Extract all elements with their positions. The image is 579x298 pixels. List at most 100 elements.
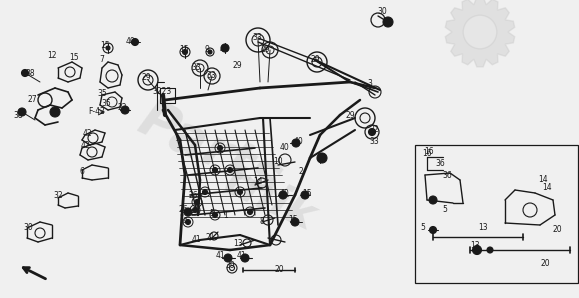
Text: 3223: 3223 — [152, 86, 171, 95]
Circle shape — [241, 254, 249, 262]
Text: 26: 26 — [178, 206, 188, 215]
Text: 1: 1 — [223, 210, 228, 220]
Text: 5: 5 — [210, 209, 214, 218]
Circle shape — [237, 190, 243, 195]
Text: 33: 33 — [191, 63, 201, 72]
Text: 15: 15 — [100, 41, 110, 49]
Circle shape — [131, 38, 138, 46]
Circle shape — [208, 50, 212, 54]
Text: 19: 19 — [315, 153, 325, 162]
Text: 33: 33 — [252, 32, 262, 41]
Text: 13: 13 — [478, 224, 488, 232]
Text: 10: 10 — [273, 158, 283, 167]
Text: 30: 30 — [377, 7, 387, 16]
Circle shape — [224, 254, 232, 262]
Text: 41: 41 — [236, 251, 246, 260]
Text: 40: 40 — [125, 38, 135, 46]
Circle shape — [221, 44, 229, 52]
Text: 20: 20 — [274, 265, 284, 274]
Text: 3: 3 — [368, 80, 372, 89]
Text: 42: 42 — [80, 142, 90, 150]
Circle shape — [317, 153, 327, 163]
Circle shape — [21, 69, 28, 77]
Text: 14: 14 — [538, 176, 548, 184]
Text: 32: 32 — [53, 192, 63, 201]
Circle shape — [429, 196, 437, 204]
Circle shape — [368, 128, 376, 136]
Text: 27: 27 — [27, 95, 37, 105]
Text: 40: 40 — [280, 189, 290, 198]
Text: 40: 40 — [219, 46, 229, 55]
Text: 29: 29 — [310, 55, 320, 64]
Circle shape — [301, 191, 309, 199]
Text: tnik: tnik — [215, 159, 322, 239]
Circle shape — [185, 220, 190, 224]
Text: 5: 5 — [442, 206, 448, 215]
Text: 40: 40 — [280, 144, 290, 153]
Text: 33: 33 — [369, 136, 379, 145]
Circle shape — [247, 209, 252, 215]
Text: 9: 9 — [204, 46, 210, 55]
Text: 29: 29 — [232, 60, 242, 69]
Circle shape — [291, 218, 299, 226]
Text: 15: 15 — [302, 189, 312, 198]
Circle shape — [121, 106, 129, 114]
Text: Parts: Parts — [130, 94, 291, 206]
Text: 14: 14 — [253, 176, 263, 185]
Text: 13: 13 — [470, 240, 480, 249]
Circle shape — [218, 145, 222, 150]
Text: 40: 40 — [293, 136, 303, 145]
Circle shape — [487, 247, 493, 253]
Text: 41: 41 — [215, 251, 225, 260]
Text: 38: 38 — [13, 111, 23, 119]
Text: F-42: F-42 — [89, 108, 105, 117]
Bar — [415, 145, 578, 283]
Circle shape — [279, 191, 287, 199]
Circle shape — [472, 246, 482, 254]
Text: 20: 20 — [540, 258, 550, 268]
Circle shape — [184, 208, 192, 216]
Text: 26: 26 — [188, 190, 198, 199]
Text: 5: 5 — [420, 223, 426, 232]
Circle shape — [228, 167, 233, 173]
Circle shape — [182, 49, 188, 55]
Text: 29: 29 — [345, 111, 355, 119]
Text: 22: 22 — [118, 103, 127, 113]
Text: 32: 32 — [369, 125, 379, 134]
Text: 36: 36 — [442, 170, 452, 179]
Text: 35: 35 — [101, 100, 111, 108]
Text: 36: 36 — [435, 159, 445, 167]
Circle shape — [430, 226, 437, 234]
Text: 15: 15 — [69, 52, 79, 61]
Text: 4: 4 — [182, 218, 188, 226]
Circle shape — [292, 139, 300, 147]
Text: 14: 14 — [542, 182, 552, 192]
Text: 20: 20 — [552, 226, 562, 235]
Circle shape — [203, 190, 207, 195]
Text: 41: 41 — [191, 235, 201, 244]
Polygon shape — [445, 0, 515, 67]
Circle shape — [195, 199, 200, 204]
Text: 15: 15 — [179, 46, 189, 55]
Text: 8: 8 — [259, 217, 265, 226]
Text: 30: 30 — [23, 224, 33, 232]
Circle shape — [50, 107, 60, 117]
Text: 6: 6 — [79, 167, 85, 176]
Text: 16: 16 — [424, 148, 434, 156]
Text: 21: 21 — [205, 232, 215, 241]
Text: 39: 39 — [225, 262, 235, 271]
Circle shape — [212, 167, 218, 173]
Text: 2: 2 — [299, 167, 303, 176]
Text: 7: 7 — [100, 55, 104, 64]
Circle shape — [212, 212, 218, 218]
Circle shape — [192, 207, 197, 212]
Text: 33: 33 — [206, 72, 216, 80]
Circle shape — [106, 46, 110, 50]
Text: 35: 35 — [97, 89, 107, 97]
Text: 15: 15 — [288, 215, 298, 224]
Text: 13: 13 — [233, 238, 243, 248]
Circle shape — [18, 108, 26, 116]
Text: 16: 16 — [422, 148, 432, 158]
Text: 38: 38 — [25, 69, 35, 77]
Text: 29: 29 — [141, 74, 151, 83]
